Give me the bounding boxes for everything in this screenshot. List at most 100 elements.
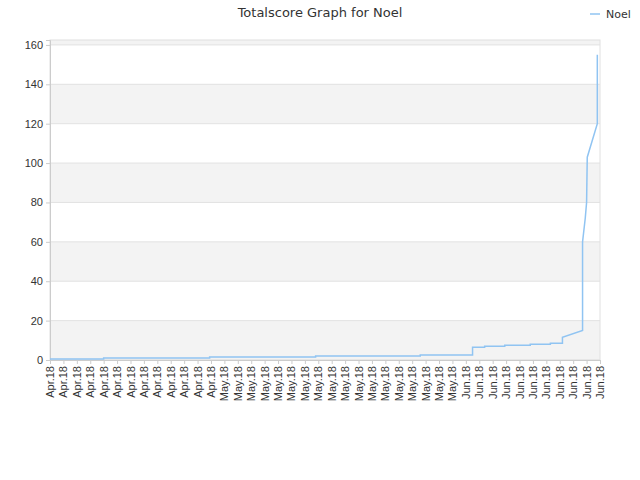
x-tick-mark: [412, 360, 413, 364]
x-tick: Jun.18: [487, 360, 499, 399]
grid-band: [50, 40, 600, 45]
y-tick-label: 80: [31, 196, 43, 208]
x-tick-mark: [466, 360, 467, 364]
x-tick-mark: [144, 360, 145, 364]
x-tick-label: Apr.18: [192, 366, 204, 398]
y-axis: 020406080100120140160: [25, 39, 51, 366]
x-tick-mark: [439, 360, 440, 364]
plot-frame: [50, 40, 600, 360]
plot-background: [50, 40, 600, 360]
x-tick-label: Jun.18: [500, 366, 512, 399]
y-tick: 160: [25, 39, 50, 51]
x-tick-label: Jun.18: [473, 366, 485, 399]
y-tick-label: 120: [25, 118, 43, 130]
y-tick-label: 0: [37, 354, 43, 366]
x-tick: Jun.18: [567, 360, 579, 399]
x-tick: Apr.18: [84, 360, 96, 398]
x-tick-label: May.18: [259, 366, 271, 401]
x-tick-label: May.18: [232, 366, 244, 401]
x-tick-mark: [399, 360, 400, 364]
x-tick-label: Apr.18: [71, 366, 83, 398]
y-tick: 140: [25, 78, 50, 90]
x-tick-mark: [198, 360, 199, 364]
x-tick: Apr.18: [44, 360, 56, 398]
x-tick-label: Apr.18: [84, 366, 96, 398]
y-tick-mark: [46, 84, 50, 85]
x-tick-label: Jun.18: [487, 366, 499, 399]
x-tick: Apr.18: [98, 360, 110, 398]
y-tick: 40: [31, 275, 50, 287]
x-tick-mark: [385, 360, 386, 364]
x-tick-label: Apr.18: [165, 366, 177, 398]
x-tick: May.18: [366, 360, 378, 401]
x-tick-mark: [560, 360, 561, 364]
x-tick: Apr.18: [165, 360, 177, 398]
legend: Noel: [590, 8, 631, 21]
x-tick-label: May.18: [272, 366, 284, 401]
x-tick-label: May.18: [393, 366, 405, 401]
x-tick: May.18: [433, 360, 445, 401]
y-tick-mark: [46, 202, 50, 203]
x-tick: Apr.18: [125, 360, 137, 398]
x-tick-mark: [265, 360, 266, 364]
x-tick-mark: [50, 360, 51, 364]
x-tick-label: Jun.18: [567, 366, 579, 399]
x-tick-label: May.18: [285, 366, 297, 401]
x-tick: May.18: [326, 360, 338, 401]
x-tick: Jun.18: [594, 360, 606, 399]
x-tick-label: May.18: [339, 366, 351, 401]
x-tick-label: Jun.18: [540, 366, 552, 399]
x-tick-label: Jun.18: [460, 366, 472, 399]
grid-line: [50, 320, 600, 321]
y-tick-mark: [46, 163, 50, 164]
title: Totalscore Graph for Noel: [237, 5, 403, 20]
grid-bands: [50, 40, 600, 360]
x-tick-mark: [90, 360, 91, 364]
x-tick-label: May.18: [312, 366, 324, 401]
x-tick-label: May.18: [406, 366, 418, 401]
x-axis: Apr.18Apr.18Apr.18Apr.18Apr.18Apr.18Apr.…: [44, 360, 606, 401]
x-tick: May.18: [353, 360, 365, 401]
x-tick-mark: [600, 360, 601, 364]
x-tick-mark: [117, 360, 118, 364]
y-tick-label: 20: [31, 315, 43, 327]
y-tick-mark: [46, 124, 50, 125]
x-tick: May.18: [245, 360, 257, 401]
x-tick: May.18: [312, 360, 324, 401]
x-tick-mark: [157, 360, 158, 364]
series-line: [50, 55, 597, 359]
y-tick-mark: [46, 360, 50, 361]
y-tick-mark: [46, 281, 50, 282]
y-tick-label: 140: [25, 78, 43, 90]
x-tick: May.18: [420, 360, 432, 401]
grid-band: [50, 242, 600, 281]
y-tick-label: 40: [31, 275, 43, 287]
grid-line: [50, 202, 600, 203]
x-tick: Jun.18: [460, 360, 472, 399]
x-tick-mark: [332, 360, 333, 364]
x-tick-mark: [520, 360, 521, 364]
x-tick: May.18: [393, 360, 405, 401]
y-tick: 80: [31, 196, 50, 208]
x-tick: Jun.18: [527, 360, 539, 399]
x-tick-mark: [184, 360, 185, 364]
x-tick-label: Jun.18: [527, 366, 539, 399]
x-tick: May.18: [259, 360, 271, 401]
x-tick-label: May.18: [218, 366, 230, 401]
x-tick: Jun.18: [500, 360, 512, 399]
x-tick-label: Apr.18: [111, 366, 123, 398]
grid-band: [50, 321, 600, 360]
x-tick-mark: [426, 360, 427, 364]
grid-line: [50, 241, 600, 242]
x-tick-mark: [587, 360, 588, 364]
x-tick-mark: [291, 360, 292, 364]
x-tick-label: Apr.18: [57, 366, 69, 398]
x-tick-mark: [318, 360, 319, 364]
x-tick-label: Apr.18: [205, 366, 217, 398]
x-tick-label: Apr.18: [138, 366, 150, 398]
x-tick-mark: [452, 360, 453, 364]
x-tick-mark: [77, 360, 78, 364]
x-tick-mark: [63, 360, 64, 364]
grid-line: [50, 84, 600, 85]
grid-band: [50, 84, 600, 123]
